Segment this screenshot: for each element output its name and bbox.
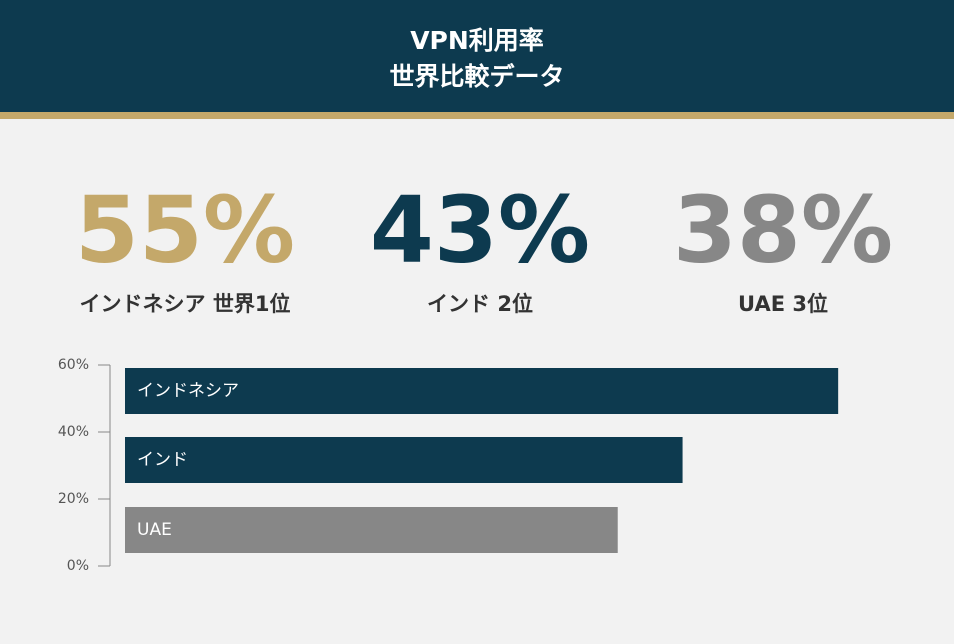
bar	[125, 368, 839, 414]
bar	[125, 507, 618, 553]
y-tick-label: 0%	[67, 558, 89, 574]
title: 世界比較データ	[389, 62, 564, 91]
stat-label: UAE 3位	[738, 292, 828, 316]
stat-label: インドネシア 世界1位	[80, 292, 291, 316]
stat-value: 43%	[370, 176, 590, 283]
y-tick-label: 60%	[58, 357, 89, 373]
stat-value: 38%	[673, 176, 893, 283]
stat-value: 55%	[75, 176, 295, 283]
bar-label: インドネシア	[137, 381, 239, 401]
y-tick-label: 20%	[58, 491, 89, 507]
bar	[125, 437, 683, 483]
bar-label: インド	[137, 450, 188, 470]
header-rule	[0, 112, 954, 119]
title: VPN利用率	[410, 26, 544, 55]
y-tick-label: 40%	[58, 424, 89, 440]
stat-label: インド 2位	[427, 292, 533, 316]
header-bg	[0, 0, 954, 112]
bar-label: UAE	[137, 520, 172, 540]
